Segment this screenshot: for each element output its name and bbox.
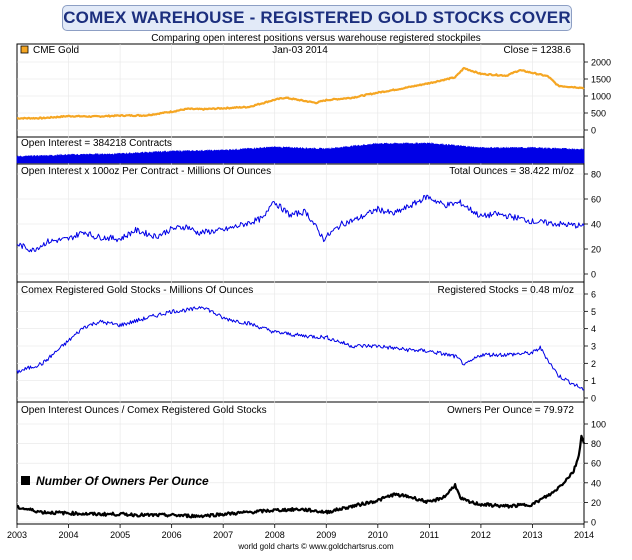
y-tick-label: 100 xyxy=(591,420,606,430)
total-ounces-label: Open Interest x 100oz Per Contract - Mil… xyxy=(21,166,271,177)
gridlines xyxy=(17,44,584,524)
panel-frame-gold xyxy=(16,43,585,138)
total-ounces-series-line xyxy=(16,194,585,253)
x-tick-label: 2011 xyxy=(420,530,439,540)
panel-frame-registered-stocks xyxy=(16,281,585,403)
y-tick-label: 3 xyxy=(591,342,596,352)
owners-legend-label: Number Of Owners Per Ounce xyxy=(36,474,209,488)
panel-frame-total-ounces xyxy=(16,163,585,283)
chart-subtitle: Comparing open interest positions versus… xyxy=(151,33,481,44)
total-ounces-y-axis: 80 60 40 20 0 xyxy=(584,170,601,280)
y-tick-label: 1000 xyxy=(591,92,611,102)
x-tick-label: 2013 xyxy=(522,530,542,540)
y-tick-label: 60 xyxy=(591,459,601,469)
y-tick-label: 20 xyxy=(591,245,601,255)
x-tick-label: 2004 xyxy=(59,530,79,540)
y-tick-label: 1 xyxy=(591,376,596,386)
y-tick-label: 2 xyxy=(591,359,596,369)
y-tick-label: 20 xyxy=(591,498,601,508)
x-tick-label: 2006 xyxy=(162,530,182,540)
open-interest-label: Open Interest = 384218 Contracts xyxy=(21,138,172,149)
chart-title: COMEX WAREHOUSE - REGISTERED GOLD STOCKS… xyxy=(63,8,571,27)
y-tick-label: 2000 xyxy=(591,58,611,68)
owners-per-ounce-label: Open Interest Ounces / Comex Registered … xyxy=(21,405,267,416)
total-ounces-readout: Total Ounces = 38.422 m/oz xyxy=(449,166,574,177)
gold-price-series-line xyxy=(16,66,585,120)
registered-stocks-label: Comex Registered Gold Stocks - Millions … xyxy=(21,285,253,296)
x-tick-label: 2014 xyxy=(574,530,594,540)
gold-y-axis: 2000 1500 1000 500 0 xyxy=(584,58,611,136)
y-tick-label: 5 xyxy=(591,307,596,317)
x-tick-label: 2007 xyxy=(213,530,233,540)
owners-per-ounce-series-line xyxy=(16,434,586,519)
x-tick-label: 2003 xyxy=(7,530,27,540)
y-tick-label: 40 xyxy=(591,220,601,230)
y-tick-label: 4 xyxy=(591,324,596,334)
registered-stocks-y-axis: 6 5 4 3 2 1 0 xyxy=(584,290,596,404)
x-tick-label: 2008 xyxy=(265,530,285,540)
y-tick-label: 0 xyxy=(591,126,596,136)
title-banner: COMEX WAREHOUSE - REGISTERED GOLD STOCKS… xyxy=(62,5,572,31)
y-tick-label: 0 xyxy=(591,270,596,280)
owners-legend-swatch xyxy=(21,476,30,485)
x-axis: 2003 2004 2005 2006 2007 2008 2009 2010 2011 2012… xyxy=(7,524,594,540)
y-tick-label: 80 xyxy=(591,170,601,180)
y-tick-label: 0 xyxy=(591,518,596,528)
gold-legend-label: CME Gold xyxy=(33,45,79,56)
x-tick-label: 2010 xyxy=(368,530,388,540)
gold-close-readout: Close = 1238.6 xyxy=(503,45,571,56)
gold-legend-swatch xyxy=(20,45,29,54)
x-tick-label: 2009 xyxy=(316,530,336,540)
x-tick-label: 2005 xyxy=(110,530,130,540)
y-tick-label: 80 xyxy=(591,439,601,449)
registered-stocks-readout: Registered Stocks = 0.48 m/oz xyxy=(438,285,574,296)
gold-date-label: Jan-03 2014 xyxy=(272,45,328,56)
open-interest-area xyxy=(16,142,585,164)
owners-per-ounce-y-axis: 100 80 60 40 20 0 xyxy=(584,420,606,528)
x-tick-label: 2012 xyxy=(471,530,491,540)
footer-credit: world gold charts © www.goldchartsrus.co… xyxy=(237,542,394,551)
y-tick-label: 40 xyxy=(591,478,601,488)
owners-per-ounce-readout: Owners Per Ounce = 79.972 xyxy=(447,405,574,416)
y-tick-label: 0 xyxy=(591,394,596,404)
y-tick-label: 500 xyxy=(591,109,606,119)
y-tick-label: 60 xyxy=(591,195,601,205)
y-tick-label: 1500 xyxy=(591,75,611,85)
registered-stocks-series-line xyxy=(16,306,585,391)
y-tick-label: 6 xyxy=(591,290,596,300)
